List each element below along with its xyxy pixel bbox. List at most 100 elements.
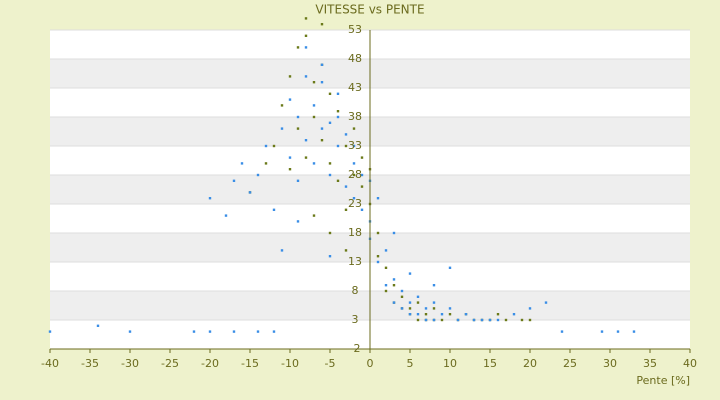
data-point [248,191,252,194]
data-point [632,330,636,333]
data-point [328,162,332,165]
data-point [288,98,292,101]
data-point [432,318,436,322]
x-tick-label: -20 [201,357,219,370]
data-point [392,301,396,304]
data-point [416,301,420,304]
data-point [312,214,316,217]
chart-title: VITESSE vs PENTE [315,3,424,17]
data-point [320,63,324,66]
data-point [312,81,316,84]
data-point [424,313,428,316]
data-point [472,318,476,322]
data-point [384,284,388,287]
y-tick-label: 48 [348,52,362,65]
data-point [416,313,420,316]
data-point [328,255,332,258]
data-point [408,272,412,275]
data-point [376,231,380,235]
data-point [128,330,132,333]
data-point [304,75,308,78]
data-point [496,318,500,322]
x-tick-label: -5 [325,357,336,370]
data-point [496,313,500,316]
x-tick-label: 35 [643,357,657,370]
data-point [256,173,260,177]
data-point [344,185,348,188]
data-point [328,173,332,177]
data-point [336,110,340,113]
data-point [384,249,388,252]
data-point [440,313,444,316]
y-tick-label: 38 [348,110,362,123]
data-point [352,197,356,200]
data-point [408,301,412,304]
data-point [352,173,356,177]
data-point [336,115,340,119]
data-point [360,208,364,211]
data-point [296,115,300,119]
data-point [408,313,412,316]
data-point [312,162,316,165]
data-point [296,46,300,49]
data-point [320,81,324,84]
data-point [288,75,292,78]
data-point [448,313,452,316]
data-point [328,231,332,235]
y-tick-label: 28 [348,168,362,181]
data-point [288,168,292,171]
data-point [336,144,340,148]
data-point [360,185,364,188]
data-point [488,318,492,322]
data-point [376,197,380,200]
x-tick-label: 40 [683,357,697,370]
x-tick-label: 10 [443,357,457,370]
data-point [616,330,620,333]
data-point [384,289,388,293]
data-point [392,278,396,281]
data-point [192,330,196,333]
data-point [240,162,244,165]
y-tick-label: 23 [348,197,362,210]
data-point [400,289,404,293]
data-point [264,144,268,148]
data-point [392,231,396,235]
data-point [296,127,300,130]
data-point [336,179,340,182]
y-tick-label: 43 [348,81,362,94]
data-point [424,307,428,310]
data-point [408,307,412,310]
axes: -40 -35 -30 -25 -20 -15 -10 -5 0 5 10 15 20 25 30 35 40 -… [41,23,697,370]
data-point [232,330,236,333]
data-point [296,179,300,182]
data-point [480,318,484,322]
data-point [344,208,348,211]
data-point [320,23,324,26]
data-point [448,307,452,310]
data-point [504,318,508,322]
data-point [432,307,436,310]
data-point [352,127,356,130]
x-tick-label: 25 [563,357,577,370]
data-point [448,266,452,269]
data-point [512,313,516,316]
data-point [328,92,332,95]
data-point [296,220,300,223]
x-axis-label: Pente [%] [636,374,690,387]
x-tick-label: 20 [523,357,537,370]
data-point [424,318,428,322]
data-point [432,301,436,304]
data-point [528,307,532,310]
data-point [352,162,356,165]
data-point [312,115,316,119]
data-point [208,330,212,333]
data-point [256,330,260,333]
data-point [392,284,396,287]
data-point [280,104,284,107]
data-point [344,249,348,252]
data-point [352,144,356,148]
data-point [304,139,308,142]
data-point [304,156,308,159]
data-point [208,197,212,200]
data-point [544,301,548,304]
